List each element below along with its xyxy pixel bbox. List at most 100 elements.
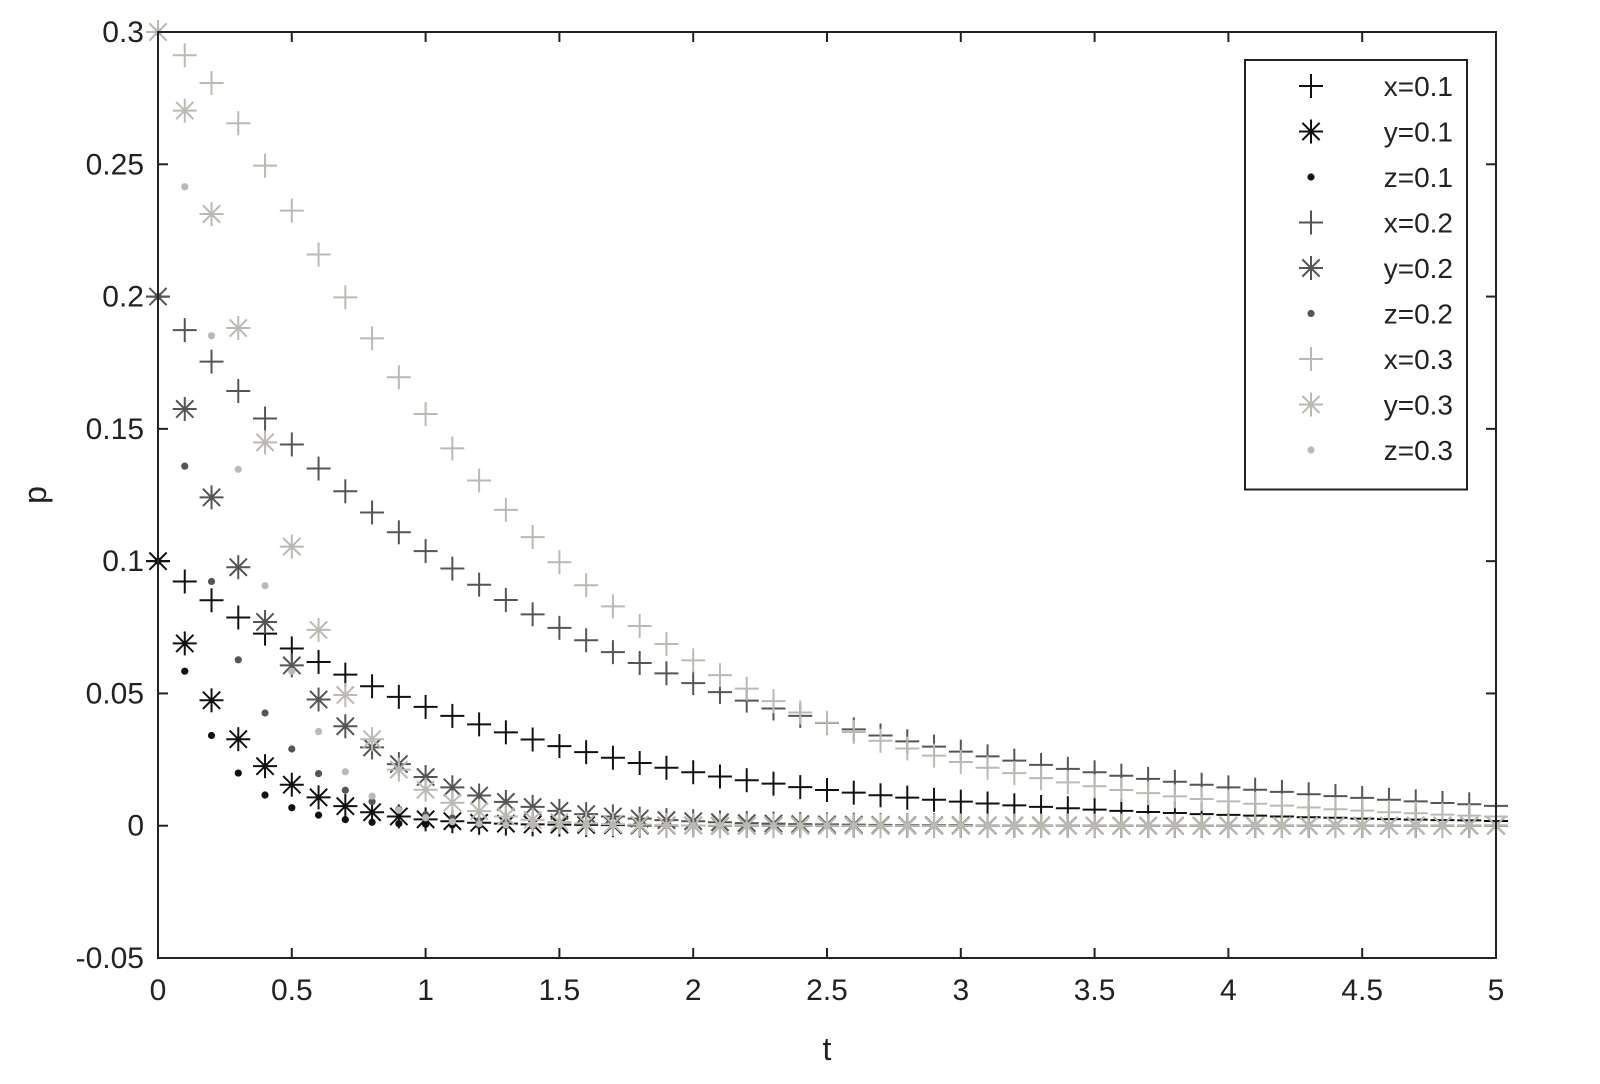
tick-labels: 0 0.5 1 1.5 2 2.5 3 3.5 4 4.5 5-0.0500.050.10.150.… — [76, 16, 1505, 1007]
data-point — [333, 662, 358, 687]
data-point — [440, 703, 465, 728]
data-point — [226, 555, 251, 580]
data-point — [341, 786, 349, 794]
data-point — [520, 525, 545, 550]
data-point — [333, 479, 358, 504]
data-point — [1305, 822, 1313, 830]
data-point — [386, 757, 411, 782]
data-point — [199, 485, 224, 510]
legend-entry: z=0.1 — [1307, 162, 1453, 193]
data-point — [172, 397, 197, 422]
data-point — [413, 402, 438, 427]
data-point — [1109, 777, 1134, 802]
legend-label: z=0.2 — [1384, 299, 1453, 330]
data-point — [181, 183, 189, 191]
data-point — [600, 640, 625, 665]
data-point — [1251, 822, 1259, 830]
data-point — [253, 609, 278, 634]
data-point — [207, 332, 216, 340]
y-tick-label: 0.1 — [102, 545, 144, 578]
data-point — [360, 326, 385, 351]
data-point — [574, 573, 599, 598]
legend-label: y=0.2 — [1384, 253, 1453, 284]
data-point — [957, 822, 965, 830]
data-point — [253, 430, 278, 455]
data-point — [600, 745, 625, 770]
data-point — [306, 785, 331, 810]
data-point — [707, 663, 732, 688]
x-tick-label: 2.5 — [806, 974, 848, 1007]
data-point — [199, 202, 224, 227]
data-point — [1162, 784, 1187, 809]
data-point — [306, 456, 331, 481]
data-point — [253, 754, 278, 779]
data-point — [815, 777, 839, 802]
legend-marker — [1307, 173, 1315, 181]
data-point — [413, 777, 438, 802]
data-point — [681, 760, 706, 785]
data-point — [413, 694, 438, 719]
data-point — [815, 710, 839, 735]
legend-marker — [1307, 446, 1315, 454]
data-point — [743, 822, 751, 830]
data-point — [1412, 822, 1420, 830]
data-point — [654, 661, 679, 686]
data-point — [1385, 822, 1393, 830]
x-tick-label: 3.5 — [1074, 974, 1116, 1007]
data-point — [207, 731, 216, 740]
data-point — [1331, 822, 1340, 830]
data-point — [360, 500, 385, 525]
data-point — [288, 667, 296, 675]
data-point — [547, 615, 572, 640]
y-tick-label: 0.15 — [86, 413, 144, 446]
data-point — [1029, 766, 1054, 791]
data-point — [520, 602, 545, 627]
data-point — [279, 772, 304, 797]
legend-entry: x=0.2 — [1299, 208, 1453, 239]
data-point — [368, 818, 376, 826]
data-point — [386, 520, 411, 545]
data-point — [467, 799, 492, 824]
data-point — [181, 462, 189, 470]
legend-label: x=0.1 — [1384, 71, 1453, 102]
data-point — [475, 820, 483, 828]
data-point — [368, 798, 376, 806]
plot-frame — [157, 31, 1497, 959]
data-point — [261, 709, 269, 717]
data-point — [788, 775, 813, 800]
data-point — [555, 821, 564, 830]
legend-entry: x=0.1 — [1299, 71, 1453, 102]
data-point — [360, 727, 385, 752]
data-point — [547, 550, 572, 575]
legend-marker — [1307, 309, 1315, 318]
data-point — [207, 577, 216, 586]
data-point — [761, 771, 786, 796]
legend-label: y=0.1 — [1384, 117, 1453, 148]
legend-entry: z=0.3 — [1307, 435, 1453, 466]
data-point — [333, 714, 358, 739]
data-point — [386, 684, 411, 709]
legend-entry: x=0.3 — [1299, 344, 1453, 375]
data-point — [895, 736, 920, 761]
data-point — [467, 572, 492, 597]
data-point — [1055, 770, 1080, 795]
data-point — [253, 406, 278, 431]
data-point — [636, 822, 644, 830]
data-point — [360, 674, 385, 699]
data-point — [627, 751, 652, 776]
data-point — [1438, 822, 1447, 830]
data-point — [314, 769, 323, 778]
x-tick-label: 2 — [685, 974, 702, 1007]
legend-box — [1244, 59, 1468, 491]
data-point — [948, 749, 973, 774]
data-point — [1243, 791, 1268, 816]
data-point — [681, 671, 706, 696]
data-point — [662, 822, 671, 830]
data-point — [975, 791, 1000, 816]
data-point — [689, 822, 697, 830]
data-point — [895, 785, 920, 810]
data-point — [199, 688, 224, 713]
x-tick-label: 0 — [150, 974, 167, 1007]
x-tick-label: 4 — [1220, 974, 1237, 1007]
y-tick-label: 0.2 — [102, 281, 144, 314]
